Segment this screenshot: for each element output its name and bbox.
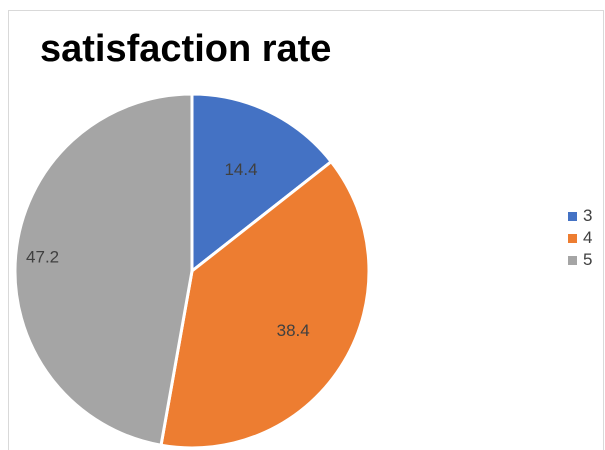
- data-label-4: 38.4: [277, 321, 310, 340]
- chart-title: satisfaction rate: [40, 28, 332, 70]
- legend-item-4: 4: [568, 227, 592, 249]
- data-label-5: 47.2: [26, 247, 59, 266]
- data-label-3: 14.4: [224, 160, 257, 179]
- legend-label-4: 4: [583, 228, 593, 247]
- pie-slice-4: [159, 160, 371, 450]
- legend-swatch-5: [568, 255, 577, 265]
- legend-swatch-4: [568, 233, 577, 243]
- legend-item-5: 5: [568, 249, 592, 271]
- pie-slice-5: [13, 92, 194, 447]
- legend-label-3: 3: [583, 206, 593, 225]
- pie-slice-3: [190, 92, 333, 273]
- legend-item-3: 3: [568, 205, 592, 227]
- legend-swatch-3: [568, 211, 577, 221]
- legend-label-5: 5: [583, 250, 593, 269]
- legend: 3 4 5: [568, 205, 592, 271]
